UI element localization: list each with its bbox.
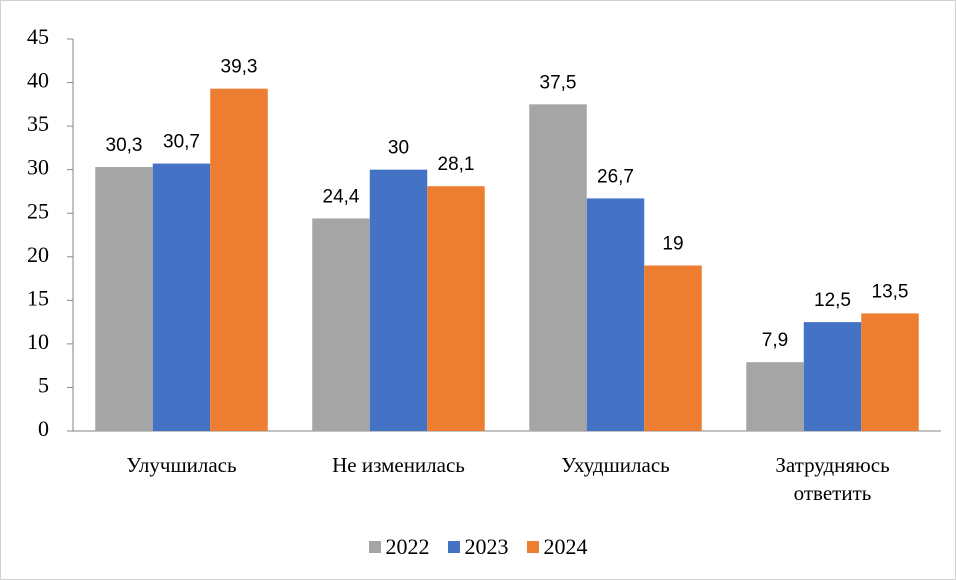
data-label: 26,7 — [597, 166, 634, 187]
data-label: 39,3 — [221, 57, 258, 78]
data-label: 30,3 — [106, 135, 143, 156]
data-label: 13,5 — [872, 281, 909, 302]
y-tick-label: 40 — [27, 68, 49, 93]
legend-swatch — [526, 541, 539, 553]
y-tick-label: 25 — [27, 198, 49, 223]
x-tick-label: Ухудшилась — [561, 453, 670, 477]
data-label: 28,1 — [438, 154, 475, 175]
legend: 2022 2023 2024 — [1, 534, 955, 560]
legend-swatch — [368, 541, 381, 553]
legend-swatch — [447, 541, 460, 553]
bar — [95, 167, 153, 431]
legend-item: 2022 — [368, 534, 430, 560]
legend-label: 2023 — [464, 534, 509, 559]
bar — [803, 322, 862, 431]
x-tick-label: Затрудняюсь ответить — [775, 453, 890, 505]
bar — [312, 218, 370, 431]
data-label: 12,5 — [814, 290, 851, 311]
bar — [861, 313, 919, 431]
legend-item: 2024 — [526, 534, 588, 560]
data-label: 37,5 — [540, 72, 577, 93]
y-tick-label: 45 — [27, 24, 49, 49]
y-tick-label: 0 — [38, 416, 49, 441]
x-tick-label: Не изменилась — [332, 453, 465, 477]
x-tick-label: Улучшилась — [126, 453, 237, 477]
y-tick-label: 5 — [38, 372, 49, 397]
bar — [644, 265, 702, 431]
bar — [369, 169, 428, 431]
y-tick-label: 30 — [27, 155, 49, 180]
data-label: 30 — [388, 138, 409, 159]
data-label: 24,4 — [323, 186, 360, 207]
legend-label: 2022 — [385, 534, 430, 559]
data-label: 30,7 — [163, 132, 200, 153]
bar — [210, 88, 268, 432]
bar — [746, 362, 804, 431]
legend-label: 2024 — [543, 534, 588, 559]
y-tick-label: 10 — [27, 329, 49, 354]
bar — [529, 104, 587, 431]
bar — [152, 163, 211, 431]
bar — [427, 186, 485, 431]
data-label: 19 — [662, 233, 683, 254]
data-label: 7,9 — [762, 330, 788, 351]
legend-item: 2023 — [447, 534, 509, 560]
y-tick-label: 20 — [27, 242, 49, 267]
y-tick-label: 35 — [27, 111, 49, 136]
y-tick-label: 15 — [27, 285, 49, 310]
bar — [586, 198, 645, 431]
